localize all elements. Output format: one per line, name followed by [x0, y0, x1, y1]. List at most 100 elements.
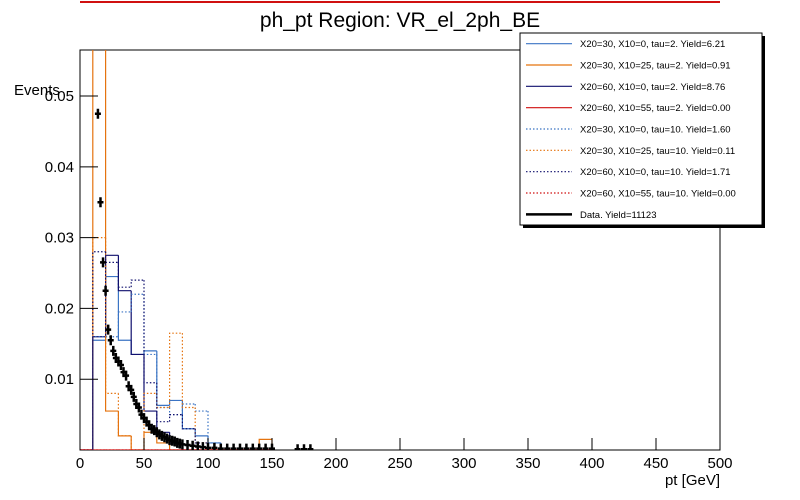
x-tick-label: 300: [451, 455, 476, 472]
histogram-bin: [117, 393, 132, 437]
histogram-bin: [105, 251, 119, 263]
histogram-bin: [117, 411, 132, 437]
data-point: [249, 443, 256, 450]
y-tick-label: 0.02: [45, 300, 74, 317]
x-tick-label: 200: [323, 455, 348, 472]
y-tick-label: 0.05: [45, 88, 74, 105]
data-point: [230, 443, 237, 450]
data-point: [135, 402, 142, 413]
x-tick-label: 500: [707, 455, 732, 472]
chart-title: ph_pt Region: VR_el_2ph_BE: [260, 9, 540, 32]
legend-label: X20=30, X10=25, tau=10. Yield=0.11: [580, 146, 735, 157]
histogram-bin: [117, 255, 132, 292]
histogram-bin: [169, 332, 183, 408]
legend-label: X20=60, X10=0, tau=10. Yield=1.71: [580, 167, 731, 178]
data-point: [110, 345, 117, 356]
histogram-bin: [130, 279, 144, 288]
data-point: [194, 441, 201, 450]
histogram-bin: [143, 392, 157, 450]
histogram-bin: [194, 403, 208, 412]
histogram-bin: [92, 251, 106, 450]
data-point: [211, 442, 218, 450]
data-point: [100, 257, 107, 268]
histogram-bin: [169, 399, 183, 406]
histogram-bin: [117, 262, 132, 288]
y-axis-label: Events: [14, 82, 60, 99]
data-point: [294, 444, 301, 450]
data-point: [102, 285, 109, 296]
legend-label: X20=60, X10=55, tau=2. Yield=0.00: [580, 103, 731, 114]
histogram-bin: [130, 435, 144, 450]
histogram-bin: [117, 276, 132, 341]
data-point: [179, 439, 186, 450]
histogram-bin: [194, 428, 208, 437]
histogram-bin: [92, 237, 106, 450]
histogram-bin: [92, 50, 94, 450]
legend-label: X20=30, X10=25, tau=2. Yield=0.91: [580, 61, 731, 72]
histogram-bin: [117, 311, 132, 337]
histogram-bin: [181, 414, 196, 430]
histogram-bin: [130, 340, 144, 356]
data-point: [199, 442, 206, 450]
histogram-bin: [92, 336, 106, 450]
legend-label: X20=60, X10=55, tau=10. Yield=0.00: [580, 189, 736, 200]
data-point: [256, 443, 263, 450]
data-point: [262, 443, 269, 450]
data-point: [237, 443, 243, 450]
data-point: [94, 108, 101, 119]
histogram-bin: [181, 400, 196, 430]
x-tick-label: 150: [259, 455, 284, 472]
histogram-bin: [181, 333, 196, 409]
data-point: [243, 443, 250, 450]
histogram-bin: [143, 280, 157, 384]
data-point: [130, 391, 137, 402]
data-point: [128, 384, 135, 395]
plot-area: [80, 50, 314, 450]
histogram-bin: [130, 435, 144, 450]
y-tick-label: 0.03: [45, 230, 74, 247]
data-point: [105, 324, 112, 335]
histogram-bin: [92, 336, 106, 450]
histogram-bin: [105, 237, 119, 394]
histogram-bin: [105, 50, 119, 412]
histogram-bin: [130, 290, 144, 356]
legend-label: X20=30, X10=0, tau=10. Yield=1.60: [580, 125, 731, 136]
histogram-bin: [156, 382, 170, 423]
legend-label: X20=30, X10=0, tau=2. Yield=6.21: [580, 39, 725, 50]
x-tick-label: 400: [579, 455, 604, 472]
histogram-bin: [207, 411, 221, 444]
legend-label: X20=60, X10=0, tau=2. Yield=8.76: [580, 82, 725, 93]
x-tick-label: 350: [515, 455, 540, 472]
histogram-bin: [105, 254, 119, 337]
data-point: [307, 444, 314, 450]
x-tick-label: 450: [643, 455, 668, 472]
data-point: [189, 440, 196, 450]
data-point: [123, 370, 130, 381]
histogram-bin: [207, 435, 221, 444]
data-point: [184, 440, 191, 450]
histogram-bin: [92, 339, 106, 450]
histogram-bin: [130, 293, 144, 312]
data-point: [217, 443, 224, 450]
x-tick-label: 250: [387, 455, 412, 472]
data-point: [97, 197, 104, 208]
x-tick-label: 50: [136, 455, 153, 472]
y-tick-label: 0.04: [45, 159, 74, 176]
histogram-bin: [194, 428, 208, 444]
histogram-bin: [169, 414, 183, 422]
data-point: [117, 360, 124, 371]
data-point: [224, 443, 231, 450]
histogram-bin: [169, 407, 183, 416]
data-point: [301, 444, 307, 450]
y-tick-label: 0.01: [45, 371, 74, 388]
x-axis-label: pt [GeV]: [665, 472, 720, 489]
x-tick-label: 0: [76, 455, 84, 472]
histogram-bin: [169, 442, 183, 450]
histogram-bin: [156, 350, 170, 406]
histogram-bin: [143, 294, 157, 356]
histogram-bin: [194, 407, 208, 444]
legend-label: Data. Yield=11123: [580, 210, 657, 221]
x-tick-label: 100: [195, 455, 220, 472]
data-point: [107, 335, 114, 346]
